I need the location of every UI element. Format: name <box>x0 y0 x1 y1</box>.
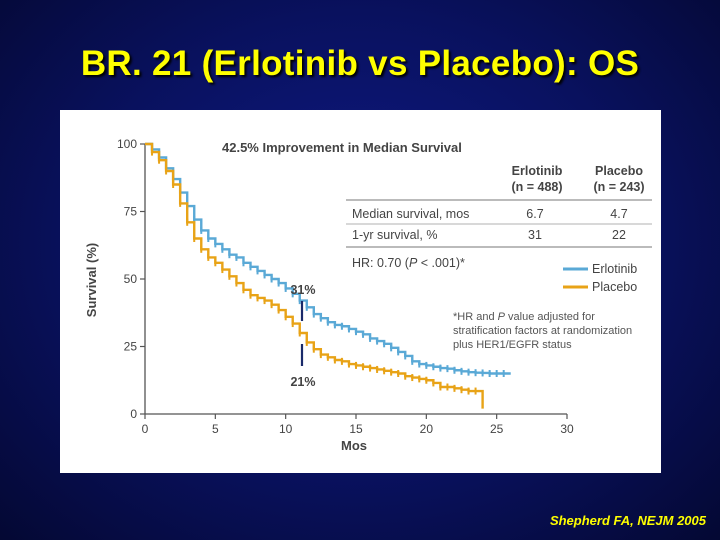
hazard-ratio-text: HR: 0.70 (P < .001)* <box>352 256 465 270</box>
footnote-line3: plus HER1/EGFR status <box>453 339 572 351</box>
slide-title: BR. 21 (Erlotinib vs Placebo): OS <box>80 44 640 83</box>
x-tick-label: 5 <box>212 422 219 436</box>
summary-table: Erlotinib (n = 488) Placebo (n = 243) Me… <box>346 164 652 270</box>
chart-panel: 0 5 10 15 20 25 30 0 25 50 75 100 Survival (%) Mos … <box>60 110 661 473</box>
legend-label-erlotinib: Erlotinib <box>592 262 637 276</box>
table-header-erlotinib-n: (n = 488) <box>511 180 562 194</box>
curve-placebo <box>145 142 484 409</box>
x-tick-label: 15 <box>349 422 363 436</box>
table-header-erlotinib: Erlotinib <box>512 164 563 178</box>
annotation-placebo-21: 21% <box>290 375 315 389</box>
legend: Erlotinib Placebo <box>563 262 637 294</box>
x-tick-label: 10 <box>279 422 293 436</box>
y-tick-label: 100 <box>117 137 137 151</box>
x-tick-label: 20 <box>420 422 434 436</box>
table-header-placebo-n: (n = 243) <box>593 180 644 194</box>
table-row-label: 1-yr survival, % <box>352 228 437 242</box>
curve-erlotinib <box>145 142 511 375</box>
legend-label-placebo: Placebo <box>592 280 637 294</box>
y-tick-label: 75 <box>124 205 138 219</box>
table-cell: 4.7 <box>610 207 627 221</box>
survival-curves <box>145 142 511 409</box>
x-tick-label: 0 <box>142 422 149 436</box>
x-axis-label: Mos <box>341 438 367 453</box>
x-tick-label: 25 <box>490 422 504 436</box>
y-tick-label: 25 <box>124 340 138 354</box>
table-cell: 22 <box>612 228 626 242</box>
y-tick-label: 50 <box>124 272 138 286</box>
table-header-placebo: Placebo <box>595 164 643 178</box>
annotation-erlotinib-31: 31% <box>290 283 315 297</box>
y-tick-label: 0 <box>130 407 137 421</box>
footnote: *HR and P value adjusted for stratificat… <box>453 311 632 351</box>
chart-subtitle: 42.5% Improvement in Median Survival <box>222 140 462 155</box>
one-year-markers: 31% 21% <box>290 283 315 389</box>
table-row-label: Median survival, mos <box>352 207 469 221</box>
x-tick-label: 30 <box>560 422 574 436</box>
footnote-line1: *HR and P value adjusted for <box>453 311 595 323</box>
y-axis-label: Survival (%) <box>84 243 99 317</box>
citation: Shepherd FA, NEJM 2005 <box>549 513 706 528</box>
axis-ticks: 0 5 10 15 20 25 30 0 25 50 75 100 <box>117 137 574 436</box>
footnote-line2: stratification factors at randomization <box>453 325 632 337</box>
table-cell: 31 <box>528 228 542 242</box>
table-cell: 6.7 <box>526 207 543 221</box>
